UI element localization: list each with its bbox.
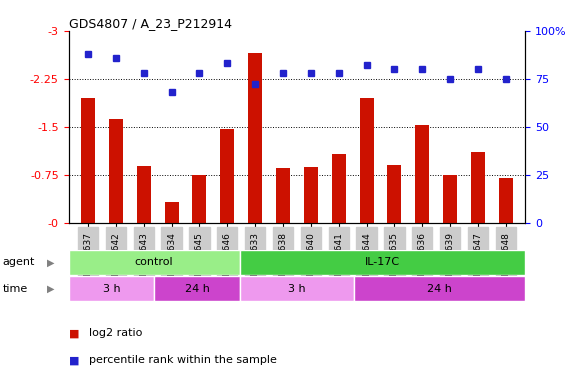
Text: ▶: ▶ [47,284,55,294]
Bar [499,178,513,223]
Text: GDS4807 / A_23_P212914: GDS4807 / A_23_P212914 [69,17,231,30]
Bar [164,202,179,223]
Text: ■: ■ [69,355,79,365]
Bar [360,98,373,223]
Bar [415,126,429,223]
Text: IL-17C: IL-17C [365,257,400,267]
Bar [109,119,123,223]
Text: ■: ■ [69,328,79,338]
Text: percentile rank within the sample: percentile rank within the sample [89,355,276,365]
Bar [304,167,318,223]
Bar [332,154,345,223]
FancyBboxPatch shape [354,276,525,301]
Text: ▶: ▶ [47,257,55,267]
Text: 3 h: 3 h [103,284,120,294]
Bar [192,175,206,223]
Bar [81,98,95,223]
Text: 24 h: 24 h [427,284,452,294]
FancyBboxPatch shape [154,276,240,301]
Bar [388,165,401,223]
FancyBboxPatch shape [240,250,525,275]
Text: log2 ratio: log2 ratio [89,328,142,338]
Text: 24 h: 24 h [184,284,210,294]
Text: control: control [135,257,174,267]
Bar [443,175,457,223]
FancyBboxPatch shape [69,250,240,275]
Bar [248,53,262,223]
Text: agent: agent [3,257,35,267]
Bar [471,152,485,223]
FancyBboxPatch shape [69,276,154,301]
FancyBboxPatch shape [240,276,354,301]
Bar [276,168,290,223]
Bar [220,129,234,223]
Text: 3 h: 3 h [288,284,305,294]
Text: time: time [3,284,28,294]
Bar [137,166,151,223]
